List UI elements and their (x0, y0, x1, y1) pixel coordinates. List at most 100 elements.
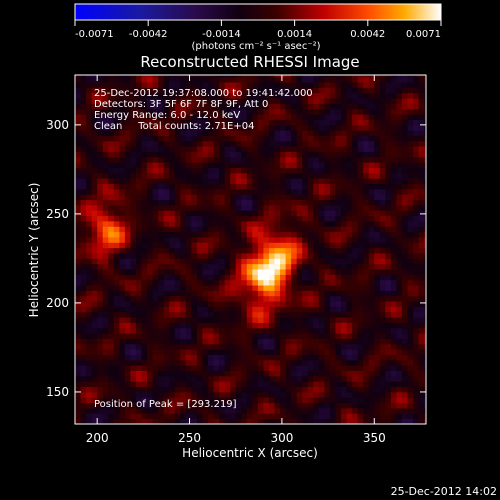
heatmap-cell (401, 295, 408, 302)
heatmap-cell (202, 349, 209, 355)
heatmap-cell (108, 156, 115, 163)
heatmap-cell (202, 279, 209, 286)
heatmap-cell (219, 231, 226, 238)
heatmap-cell (80, 167, 87, 174)
heatmap-cell (152, 124, 159, 131)
heatmap-cell (346, 413, 353, 420)
heatmap-cell (424, 407, 426, 414)
heatmap-cell (263, 242, 270, 249)
heatmap-cell (130, 103, 137, 110)
heatmap-cell (268, 210, 275, 217)
heatmap-cell (401, 386, 408, 393)
heatmap-cell (130, 221, 137, 227)
heatmap-cell (401, 119, 408, 126)
heatmap-cell (252, 375, 259, 382)
heatmap-cell (396, 226, 403, 233)
heatmap-cell (335, 226, 342, 233)
heatmap-cell (390, 156, 397, 163)
heatmap-cell (302, 151, 309, 158)
heatmap-cell (368, 231, 375, 238)
heatmap-cell (407, 237, 414, 243)
heatmap-cell (368, 258, 375, 265)
heatmap-cell (363, 269, 370, 275)
heatmap-cell (379, 279, 386, 286)
heatmap-cell (108, 221, 115, 227)
heatmap-cell (357, 103, 364, 110)
heatmap-cell (307, 349, 314, 355)
heatmap-cell (86, 375, 93, 382)
heatmap-cell (424, 386, 426, 393)
heatmap-cell (341, 124, 347, 131)
heatmap-cell (252, 188, 259, 195)
heatmap-cell (424, 242, 426, 249)
heatmap-cell (285, 188, 292, 195)
heatmap-cell (307, 413, 314, 420)
y-tick-label: 200 (46, 296, 69, 310)
heatmap-cell (407, 215, 414, 222)
heatmap-cell (324, 322, 331, 329)
heatmap-cell (341, 338, 347, 345)
heatmap-cell (335, 130, 342, 136)
heatmap-cell (108, 407, 115, 414)
heatmap-cell (152, 204, 159, 211)
heatmap-cell (280, 237, 286, 243)
heatmap-cell (424, 146, 426, 152)
heatmap-cell (302, 194, 309, 201)
heatmap-cell (224, 370, 231, 377)
heatmap-cell (263, 327, 270, 334)
heatmap-cell (169, 301, 176, 307)
heatmap-cell (185, 130, 192, 136)
heatmap-cell (230, 167, 237, 174)
heatmap-cell (291, 183, 298, 190)
heatmap-cell (346, 301, 353, 307)
heatmap-cell (280, 204, 286, 211)
heatmap-cell (252, 279, 259, 286)
heatmap-cell (97, 242, 104, 249)
heatmap-cell (158, 418, 165, 424)
heatmap-cell (180, 242, 187, 249)
heatmap-cell (124, 263, 131, 270)
heatmap-cell (291, 76, 298, 83)
heatmap-cell (208, 285, 214, 291)
heatmap-cell (396, 327, 403, 334)
heatmap-cell (196, 226, 203, 233)
heatmap-cell (313, 279, 320, 286)
heatmap-cell (235, 172, 242, 179)
heatmap-cell (368, 418, 375, 424)
heatmap-cell (324, 210, 331, 217)
heatmap-cell (152, 253, 159, 259)
heatmap-cell (191, 210, 198, 217)
heatmap-cell (285, 290, 292, 297)
heatmap-cell (341, 162, 347, 168)
heatmap-cell (196, 343, 203, 350)
heatmap-cell (130, 156, 137, 163)
heatmap-cell (196, 306, 203, 313)
heatmap-cell (202, 108, 209, 115)
heatmap-cell (91, 418, 98, 424)
heatmap-cell (252, 349, 259, 355)
heatmap-cell (285, 242, 292, 249)
heatmap-cell (268, 263, 275, 270)
heatmap-cell (230, 199, 237, 206)
heatmap-cell (257, 274, 264, 281)
heatmap-cell (318, 370, 325, 377)
heatmap-cell (280, 413, 286, 420)
heatmap-cell (135, 82, 142, 88)
heatmap-cell (219, 226, 226, 233)
heatmap-cell (147, 87, 153, 94)
heatmap-cell (86, 76, 93, 83)
heatmap-cell (379, 92, 386, 99)
heatmap-cell (329, 151, 336, 158)
heatmap-cell (374, 140, 381, 147)
heatmap-cell (124, 172, 131, 179)
heatmap-cell (241, 108, 248, 115)
heatmap-cell (75, 343, 81, 350)
heatmap-cell (291, 135, 298, 142)
heatmap-cell (285, 103, 292, 110)
heatmap-cell (147, 237, 153, 243)
heatmap-cell (97, 370, 104, 377)
heatmap-cell (141, 210, 148, 217)
heatmap-cell (302, 98, 309, 104)
heatmap-cell (213, 221, 220, 227)
heatmap-cell (169, 124, 176, 131)
